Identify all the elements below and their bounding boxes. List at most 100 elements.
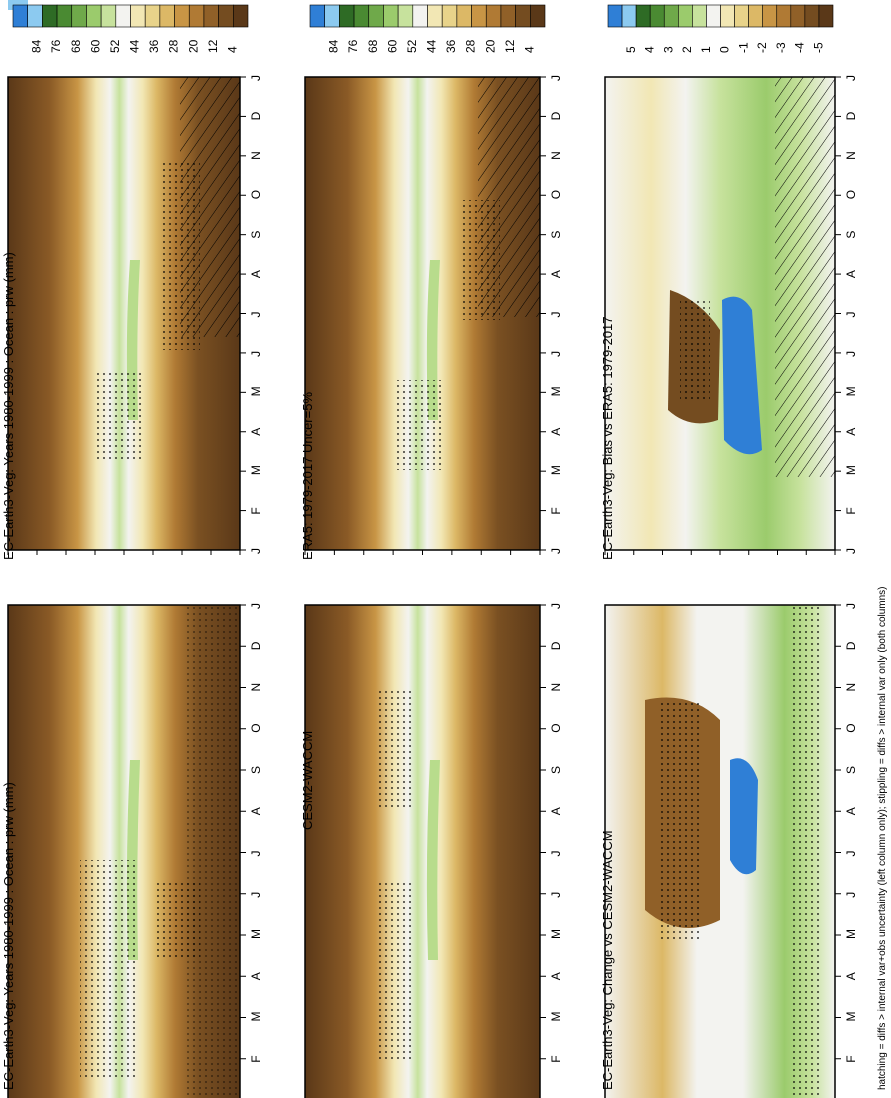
colorbar-swatch [233,4,249,28]
colorbar-swatch [776,4,792,28]
month-label: D [249,641,263,650]
month-label: F [549,507,563,514]
colorbar-swatch [144,4,161,28]
panel-change [604,604,836,1098]
panel-title-5: EC-Earth3-Veg: Bias vs ERA5: 1979-2017 [600,316,615,560]
colorbar-swatch [368,4,384,28]
month-label: J [249,351,263,357]
colorbar-swatch [456,4,472,28]
colorbar-swatch [762,4,778,28]
month-label: D [844,641,858,650]
colorbar-swatch [100,4,117,28]
month-label: A [549,972,563,980]
colorbar-label: 4 [522,46,536,53]
colorbar-label: -2 [755,42,769,53]
colorbar-swatch [174,4,190,28]
colorbar-swatch [706,4,721,28]
panel-title-1: EC-Earth3-Veg: Years 1980-1999 : Ocean :… [1,252,16,560]
colorbar-label: 2 [680,46,694,53]
month-label: J [249,75,263,81]
month-label: A [549,428,563,436]
axis-ticks: JFMAMJJASONDJJFMAMJJASONDJJFMAMJJASONDJJ… [7,75,858,1063]
colorbar-label: 60 [88,39,102,53]
colorbar-label: -3 [774,42,788,53]
colorbar-swatch [500,4,516,28]
colorbar-label: 1 [699,46,713,53]
colorbar-swatch [130,4,146,28]
colorbar-label: 3 [661,46,675,53]
stippling-region [460,200,500,320]
colorbar-label: 28 [167,39,181,53]
colorbar-swatch [71,4,87,28]
panel-title-2: EC-Earth3-Veg: Years 1980-1999 : Ocean :… [1,782,16,1090]
month-label: M [844,1012,858,1022]
month-label: J [549,548,563,554]
month-label: O [844,723,858,732]
colorbar-label: 12 [503,39,517,53]
colorbar-label: 20 [186,39,200,53]
month-label: J [549,75,563,81]
month-label: J [844,351,858,357]
month-label: A [249,972,263,980]
colorbar-swatch [203,4,219,28]
month-label: M [249,1012,263,1022]
colorbar-label: 52 [108,39,122,53]
month-label: F [249,1055,263,1062]
month-label: D [549,111,563,120]
colorbar-swatch [27,4,43,28]
stippling-region [95,370,145,460]
colorbar-swatch [635,4,651,28]
panel-axes-1: J F M A M J J A S O N D J [7,75,263,555]
month-label: M [844,929,858,939]
colorbar-swatch [383,4,399,28]
colorbar-label: 68 [366,39,380,53]
colorbar-swatch [353,4,370,28]
month-label: N [249,683,263,692]
panel-plot-area [305,605,540,1098]
colorbar-label: 4 [643,46,657,53]
month-label: J [549,892,563,898]
colorbar-2: 84 76 68 60 52 44 36 28 20 12 4 [309,4,546,53]
panel-obs-climatology [304,76,541,551]
month-label: J [549,851,563,857]
colorbar-label: 12 [206,39,220,53]
panel-titles: EC-Earth3-Veg: Years 1980-1999 : Ocean :… [1,252,615,1090]
month-label: J [249,312,263,318]
colorbar-swatch [530,4,546,28]
footnote: hatching = diffs > internal var+obs unce… [877,586,888,1090]
month-label: J [249,603,263,609]
month-label: S [249,766,263,774]
month-label: A [249,428,263,436]
month-label: O [249,723,263,732]
colorbar-label: 84 [327,39,341,53]
colorbar-label: 84 [30,39,44,53]
month-label: D [549,641,563,650]
month-label: J [844,548,858,554]
month-label: O [549,190,563,199]
stippling-region [680,300,710,400]
month-label: M [249,465,263,475]
month-label: J [844,312,858,318]
panel-axes-5: J F M A M J J A S O N D J [604,75,858,555]
colorbar-swatch [86,4,102,28]
colorbar-swatch [309,4,325,28]
colorbar-label: 36 [444,39,458,53]
month-label: M [549,465,563,475]
month-label: A [844,972,858,980]
colorbar-label: 76 [346,39,360,53]
colorbar-label: 36 [147,39,161,53]
colorbar-swatch [159,4,175,28]
colorbar-1: 84 76 68 60 52 44 36 28 20 12 4 [12,4,249,53]
colorbar-label: 20 [483,39,497,53]
month-label: M [844,465,858,475]
colorbar-swatch [42,4,58,28]
colorbar-swatch [12,4,28,28]
colorbar-swatch [188,4,205,28]
month-label: D [249,111,263,120]
colorbar-swatch [339,4,355,28]
month-label: J [249,851,263,857]
month-label: A [844,428,858,436]
panel-title-6: EC-Earth3-Veg: Change vs CESM2-WACCM [600,830,615,1090]
colorbar-swatch [607,4,623,28]
